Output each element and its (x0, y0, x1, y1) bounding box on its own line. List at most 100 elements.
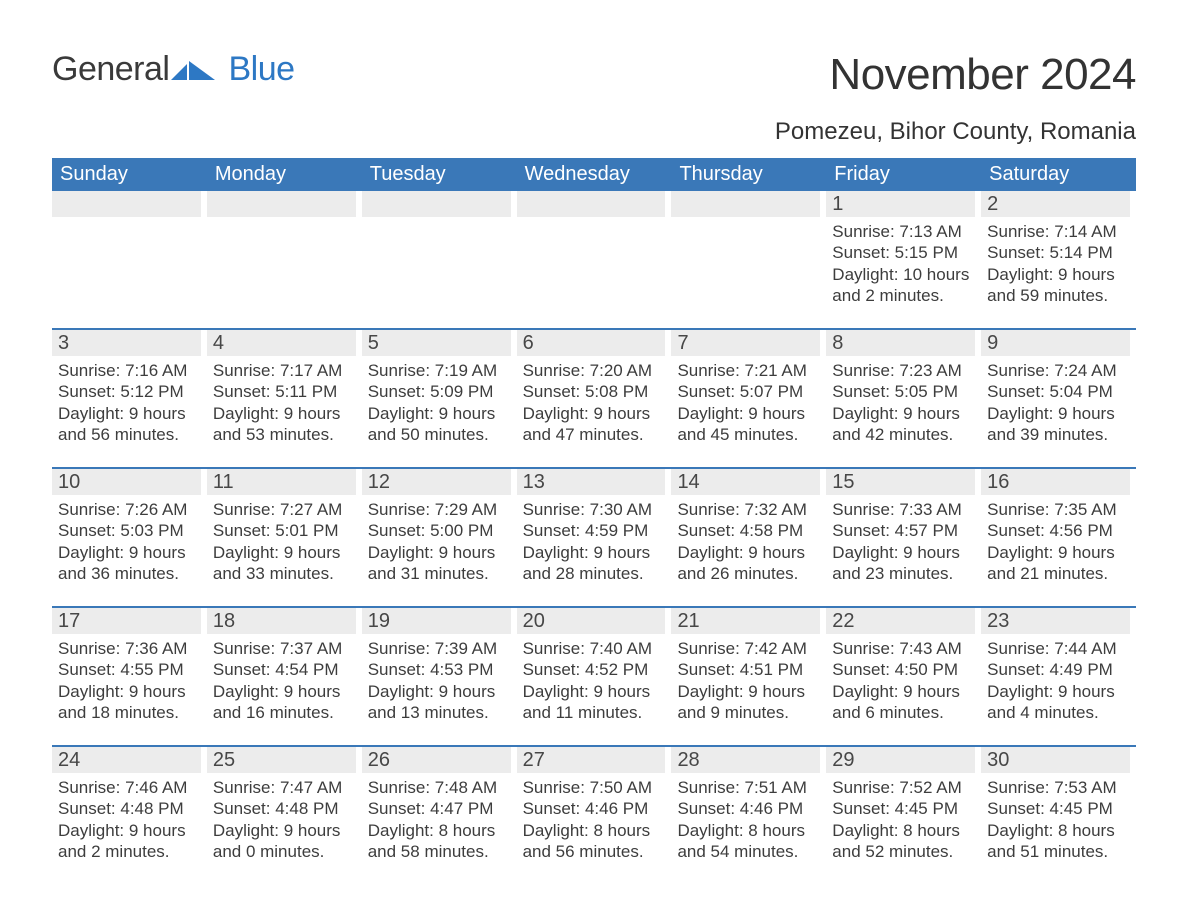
day-cell: 29Sunrise: 7:52 AMSunset: 4:45 PMDayligh… (826, 747, 981, 862)
day-daylight2: and 11 minutes. (523, 702, 666, 723)
day-number: 27 (517, 747, 666, 773)
day-number: 17 (52, 608, 201, 634)
day-sunrise: Sunrise: 7:47 AM (213, 777, 356, 798)
day-number: 26 (362, 747, 511, 773)
calendar: Sunday Monday Tuesday Wednesday Thursday… (52, 158, 1136, 862)
day-daylight1: Daylight: 9 hours (832, 681, 975, 702)
day-body: Sunrise: 7:48 AMSunset: 4:47 PMDaylight:… (362, 773, 511, 862)
day-daylight2: and 45 minutes. (677, 424, 820, 445)
day-body: Sunrise: 7:36 AMSunset: 4:55 PMDaylight:… (52, 634, 201, 723)
day-daylight2: and 51 minutes. (987, 841, 1130, 862)
day-sunrise: Sunrise: 7:36 AM (58, 638, 201, 659)
day-body: Sunrise: 7:20 AMSunset: 5:08 PMDaylight:… (517, 356, 666, 445)
day-daylight2: and 23 minutes. (832, 563, 975, 584)
day-daylight1: Daylight: 9 hours (368, 681, 511, 702)
day-sunrise: Sunrise: 7:21 AM (677, 360, 820, 381)
day-sunrise: Sunrise: 7:19 AM (368, 360, 511, 381)
day-daylight1: Daylight: 9 hours (832, 403, 975, 424)
day-number: 8 (826, 330, 975, 356)
day-sunrise: Sunrise: 7:48 AM (368, 777, 511, 798)
day-body: Sunrise: 7:26 AMSunset: 5:03 PMDaylight:… (52, 495, 201, 584)
day-daylight1: Daylight: 9 hours (368, 542, 511, 563)
day-cell: 19Sunrise: 7:39 AMSunset: 4:53 PMDayligh… (362, 608, 517, 723)
top-row: General Blue November 2024 Pomezeu, Biho… (52, 50, 1136, 146)
logo-word-blue: Blue (228, 50, 294, 89)
day-cell: 11Sunrise: 7:27 AMSunset: 5:01 PMDayligh… (207, 469, 362, 584)
day-body: Sunrise: 7:19 AMSunset: 5:09 PMDaylight:… (362, 356, 511, 445)
day-daylight2: and 56 minutes. (58, 424, 201, 445)
day-sunset: Sunset: 4:48 PM (213, 798, 356, 819)
day-sunset: Sunset: 4:50 PM (832, 659, 975, 680)
day-body: Sunrise: 7:13 AMSunset: 5:15 PMDaylight:… (826, 217, 975, 306)
day-number: 16 (981, 469, 1130, 495)
day-body: Sunrise: 7:32 AMSunset: 4:58 PMDaylight:… (671, 495, 820, 584)
day-body: Sunrise: 7:29 AMSunset: 5:00 PMDaylight:… (362, 495, 511, 584)
day-sunrise: Sunrise: 7:33 AM (832, 499, 975, 520)
month-title: November 2024 (775, 50, 1136, 100)
day-number (517, 191, 666, 217)
day-sunrise: Sunrise: 7:46 AM (58, 777, 201, 798)
day-number: 9 (981, 330, 1130, 356)
day-sunrise: Sunrise: 7:40 AM (523, 638, 666, 659)
day-number: 29 (826, 747, 975, 773)
day-cell: 26Sunrise: 7:48 AMSunset: 4:47 PMDayligh… (362, 747, 517, 862)
day-sunset: Sunset: 5:15 PM (832, 242, 975, 263)
day-cell: 23Sunrise: 7:44 AMSunset: 4:49 PMDayligh… (981, 608, 1136, 723)
calendar-page: General Blue November 2024 Pomezeu, Biho… (0, 0, 1188, 902)
day-body (207, 217, 356, 221)
day-body: Sunrise: 7:40 AMSunset: 4:52 PMDaylight:… (517, 634, 666, 723)
day-sunrise: Sunrise: 7:23 AM (832, 360, 975, 381)
day-number (671, 191, 820, 217)
day-sunrise: Sunrise: 7:20 AM (523, 360, 666, 381)
day-body: Sunrise: 7:50 AMSunset: 4:46 PMDaylight:… (517, 773, 666, 862)
day-daylight2: and 0 minutes. (213, 841, 356, 862)
day-cell: 10Sunrise: 7:26 AMSunset: 5:03 PMDayligh… (52, 469, 207, 584)
day-number: 20 (517, 608, 666, 634)
day-sunset: Sunset: 4:53 PM (368, 659, 511, 680)
day-daylight1: Daylight: 9 hours (987, 264, 1130, 285)
day-cell (52, 191, 207, 306)
day-cell: 24Sunrise: 7:46 AMSunset: 4:48 PMDayligh… (52, 747, 207, 862)
day-body (52, 217, 201, 221)
day-sunset: Sunset: 5:07 PM (677, 381, 820, 402)
day-daylight1: Daylight: 9 hours (987, 681, 1130, 702)
day-daylight2: and 26 minutes. (677, 563, 820, 584)
day-sunset: Sunset: 4:45 PM (832, 798, 975, 819)
day-daylight2: and 18 minutes. (58, 702, 201, 723)
day-sunrise: Sunrise: 7:24 AM (987, 360, 1130, 381)
day-daylight2: and 4 minutes. (987, 702, 1130, 723)
day-body: Sunrise: 7:46 AMSunset: 4:48 PMDaylight:… (52, 773, 201, 862)
day-number: 6 (517, 330, 666, 356)
day-cell: 12Sunrise: 7:29 AMSunset: 5:00 PMDayligh… (362, 469, 517, 584)
day-sunset: Sunset: 5:05 PM (832, 381, 975, 402)
day-daylight1: Daylight: 9 hours (58, 820, 201, 841)
day-body: Sunrise: 7:14 AMSunset: 5:14 PMDaylight:… (981, 217, 1130, 306)
day-cell: 9Sunrise: 7:24 AMSunset: 5:04 PMDaylight… (981, 330, 1136, 445)
day-body: Sunrise: 7:24 AMSunset: 5:04 PMDaylight:… (981, 356, 1130, 445)
day-cell: 1Sunrise: 7:13 AMSunset: 5:15 PMDaylight… (826, 191, 981, 306)
day-daylight2: and 39 minutes. (987, 424, 1130, 445)
day-sunrise: Sunrise: 7:42 AM (677, 638, 820, 659)
day-number: 21 (671, 608, 820, 634)
day-daylight1: Daylight: 9 hours (987, 542, 1130, 563)
day-number: 2 (981, 191, 1130, 217)
day-number: 23 (981, 608, 1130, 634)
logo-flag-icon (171, 58, 215, 85)
day-body: Sunrise: 7:43 AMSunset: 4:50 PMDaylight:… (826, 634, 975, 723)
day-number: 13 (517, 469, 666, 495)
day-cell: 4Sunrise: 7:17 AMSunset: 5:11 PMDaylight… (207, 330, 362, 445)
day-daylight2: and 6 minutes. (832, 702, 975, 723)
day-sunrise: Sunrise: 7:29 AM (368, 499, 511, 520)
day-daylight2: and 58 minutes. (368, 841, 511, 862)
day-daylight2: and 13 minutes. (368, 702, 511, 723)
day-daylight2: and 2 minutes. (832, 285, 975, 306)
day-daylight2: and 28 minutes. (523, 563, 666, 584)
day-sunset: Sunset: 4:46 PM (523, 798, 666, 819)
day-cell: 28Sunrise: 7:51 AMSunset: 4:46 PMDayligh… (671, 747, 826, 862)
day-sunrise: Sunrise: 7:26 AM (58, 499, 201, 520)
day-daylight1: Daylight: 9 hours (213, 820, 356, 841)
day-body: Sunrise: 7:30 AMSunset: 4:59 PMDaylight:… (517, 495, 666, 584)
day-sunset: Sunset: 4:55 PM (58, 659, 201, 680)
day-daylight1: Daylight: 9 hours (677, 542, 820, 563)
day-cell: 25Sunrise: 7:47 AMSunset: 4:48 PMDayligh… (207, 747, 362, 862)
